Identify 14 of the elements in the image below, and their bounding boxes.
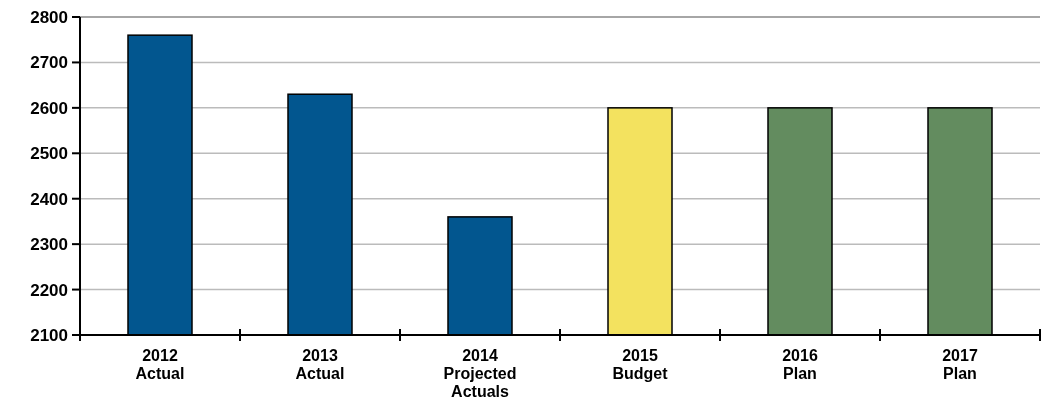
- y-tick-label: 2600: [30, 98, 68, 118]
- x-tick-label: 2013 Actual: [295, 347, 345, 382]
- y-tick-label: 2700: [30, 53, 68, 73]
- x-tick-label: 2016 Plan: [782, 347, 818, 382]
- y-tick-label: 2800: [30, 7, 68, 27]
- y-tick-label: 2300: [30, 235, 68, 255]
- y-tick-label: 2200: [30, 280, 68, 300]
- x-tick-label: 2014 Projected Actuals: [443, 347, 517, 400]
- x-tick-label: 2012 Actual: [135, 347, 185, 382]
- y-tick-label: 2100: [30, 325, 68, 345]
- y-tick-label: 2500: [30, 144, 68, 164]
- y-tick-label: 2400: [30, 189, 68, 209]
- x-tick-label: 2015 Budget: [612, 347, 669, 382]
- x-tick-label: 2017 Plan: [942, 347, 978, 382]
